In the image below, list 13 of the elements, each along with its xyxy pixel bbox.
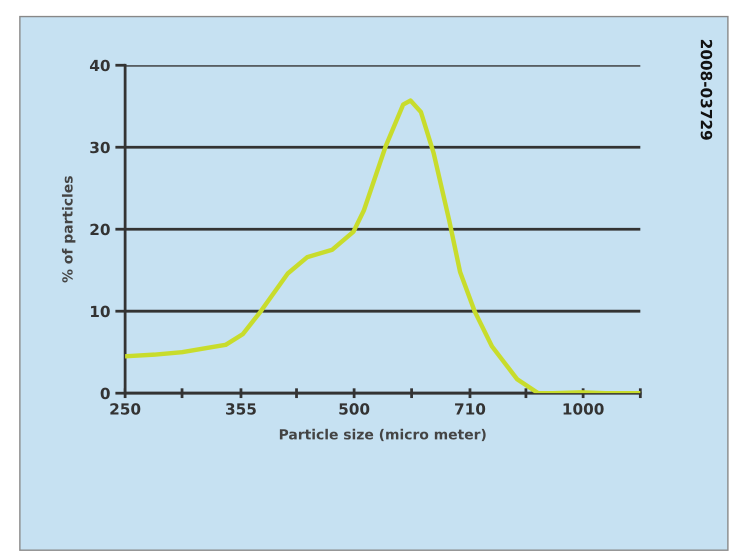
y-tick-label: 0 (100, 388, 110, 400)
text: 2008-03729 (700, 40, 712, 140)
y-tick-label: 40 (90, 60, 110, 72)
y-axis-title: % of particles (62, 176, 76, 282)
y-tick-label: 20 (90, 224, 110, 236)
x-axis-title: Particle size (micro meter) (280, 428, 486, 442)
x-tick-label: 500 (339, 403, 370, 415)
y-tick-label: 30 (90, 142, 110, 154)
x-tick-label: 250 (110, 403, 140, 415)
y-tick-label: 10 (91, 306, 110, 318)
x-tick-label: 710 (455, 403, 486, 415)
x-tick-label: 355 (226, 403, 256, 415)
x-tick-label: 1000 (564, 403, 604, 415)
